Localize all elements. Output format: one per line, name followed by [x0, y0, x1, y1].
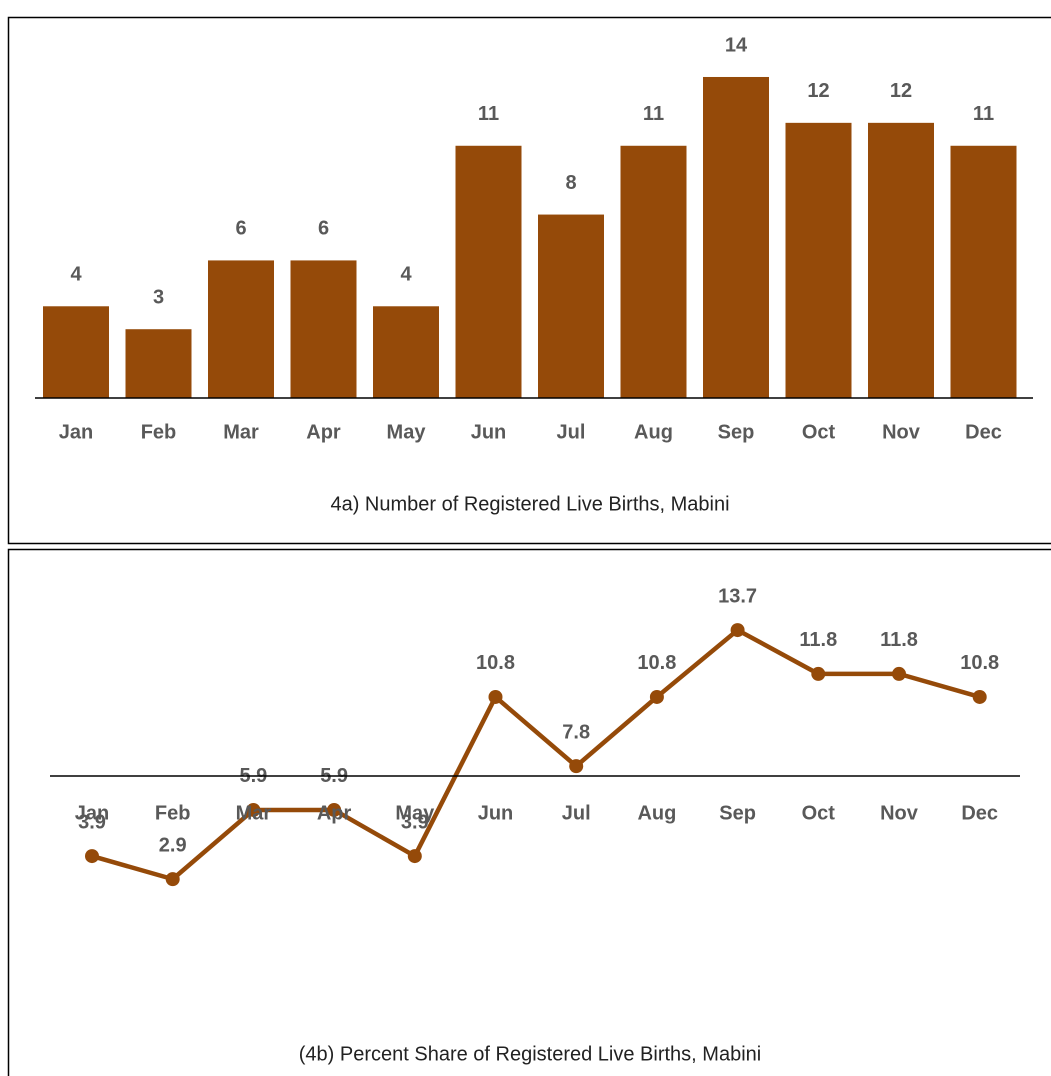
x-tick-label: Nov: [882, 421, 921, 443]
data-label: 4: [70, 264, 82, 286]
data-label: 3.9: [401, 811, 429, 833]
x-tick-label: Aug: [637, 802, 676, 824]
x-tick-label: Dec: [961, 802, 998, 824]
data-label: 8: [565, 172, 576, 194]
bar: [950, 145, 1017, 398]
bar: [290, 260, 357, 398]
frame: [7, 16, 1051, 545]
data-label: 11.8: [880, 629, 918, 651]
data-label: 10.8: [637, 652, 676, 674]
x-tick-label: Aug: [634, 421, 673, 443]
chart-title: (4b) Percent Share of Registered Live Bi…: [299, 1043, 761, 1065]
data-label: 7.8: [562, 721, 590, 743]
data-label: 3.9: [78, 811, 106, 833]
x-tick-label: Jan: [59, 421, 93, 443]
x-tick-label: Oct: [802, 802, 836, 824]
bar: [703, 76, 769, 398]
line: [91, 627, 981, 882]
x-tick-label: Jul: [562, 802, 591, 824]
data-label: 11: [973, 103, 994, 125]
bar: [373, 306, 439, 398]
x-tick-label: May: [387, 421, 427, 443]
marker: [892, 666, 906, 681]
marker: [730, 623, 745, 638]
x-tick-label: Dec: [965, 421, 1002, 443]
chart-title: 4a) Number of Registered Live Births, Ma…: [330, 493, 729, 515]
data-label: 3: [153, 286, 164, 308]
x-tick-label: Sep: [718, 421, 755, 443]
marker: [327, 802, 342, 817]
x-tick-label: May: [395, 802, 435, 824]
bar: [620, 145, 687, 398]
x-tick-label: Feb: [155, 802, 191, 824]
x-tick-label: Jul: [557, 421, 586, 443]
x-tick-label: Apr: [317, 802, 352, 824]
marker: [165, 872, 180, 887]
data-label: 11: [643, 103, 664, 125]
x-tick-label: Jun: [471, 421, 507, 443]
bar: [868, 122, 934, 398]
marker: [407, 849, 422, 864]
bar: [125, 329, 192, 398]
x-tick-label: Apr: [306, 421, 341, 443]
marker: [569, 759, 584, 774]
marker: [85, 849, 99, 864]
data-label: 12: [890, 80, 912, 102]
data-label: 11.8: [799, 629, 837, 651]
x-tick-label: Sep: [719, 802, 756, 824]
bar: [455, 145, 522, 398]
x-tick-label: Oct: [802, 421, 836, 443]
marker: [811, 666, 826, 681]
bar: [538, 214, 604, 398]
x-tick-label: Jan: [75, 802, 109, 824]
x-tick-label: Mar: [236, 802, 272, 824]
marker: [649, 689, 664, 704]
x-tick-label: Jun: [478, 802, 514, 824]
data-label: 12: [807, 80, 829, 102]
x-tick-label: Nov: [880, 802, 919, 824]
data-label: 14: [725, 34, 748, 56]
bar: [208, 260, 274, 398]
data-label: 10.8: [960, 652, 999, 674]
data-label: 4: [400, 264, 412, 286]
data-label: 11: [478, 103, 499, 125]
marker: [972, 689, 987, 704]
data-label: 6: [235, 218, 246, 240]
x-tick-label: Mar: [223, 421, 259, 443]
data-label: 10.8: [476, 652, 515, 674]
x-tick-label: Feb: [141, 421, 177, 443]
marker: [488, 689, 503, 704]
frame: [7, 548, 1051, 1076]
bar: [785, 122, 852, 398]
data-label: 13.7: [718, 585, 757, 607]
bar: [43, 306, 109, 398]
marker: [246, 802, 261, 817]
data-label: 6: [318, 218, 329, 240]
data-label: 2.9: [159, 834, 187, 856]
